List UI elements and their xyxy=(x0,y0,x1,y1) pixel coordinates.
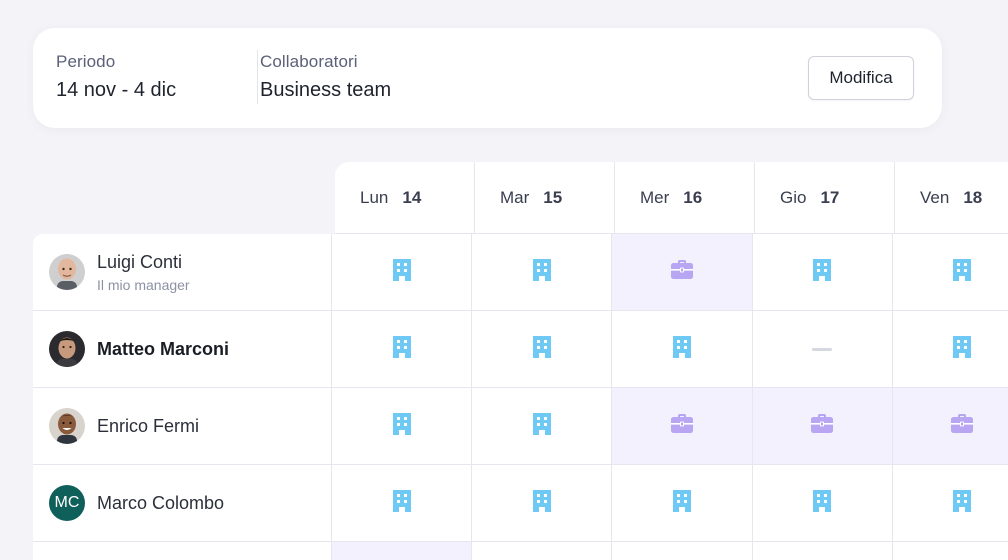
day-cell[interactable] xyxy=(612,542,753,560)
day-header-gio: Gio 17 xyxy=(755,162,895,234)
avatar-initials: MC xyxy=(54,494,80,511)
edit-button[interactable]: Modifica xyxy=(808,56,914,100)
day-cell-mer[interactable] xyxy=(612,388,753,464)
day-cell[interactable] xyxy=(752,542,893,560)
building-icon xyxy=(811,258,833,287)
avatar xyxy=(49,408,85,444)
team-value: Business team xyxy=(260,79,392,101)
day-header-lun: Lun 14 xyxy=(335,162,475,234)
building-icon xyxy=(811,489,833,518)
table-row: Matteo Marconi xyxy=(33,311,1008,388)
avatar xyxy=(49,331,85,367)
briefcase-icon xyxy=(670,259,694,286)
building-icon xyxy=(531,489,553,518)
building-icon xyxy=(391,489,413,518)
day-cell-mer[interactable] xyxy=(612,465,753,541)
table-row: Enrico Fermi xyxy=(33,388,1008,465)
day-name: Mer xyxy=(640,188,670,207)
building-icon xyxy=(951,258,973,287)
day-cell-mar[interactable] xyxy=(472,388,613,464)
filter-card: Periodo 14 nov - 4 dic Collaboratori Bus… xyxy=(33,28,942,128)
person-subtitle: Il mio manager xyxy=(97,276,190,293)
person-cell[interactable]: Luigi Conti Il mio manager xyxy=(33,234,333,310)
day-name: Ven xyxy=(920,188,950,207)
day-cell[interactable] xyxy=(332,542,473,560)
day-number: 17 xyxy=(820,188,840,207)
person-name: Marco Colombo xyxy=(97,492,225,513)
day-cell-mar[interactable] xyxy=(472,234,613,310)
person-cell[interactable]: Enrico Fermi xyxy=(33,388,333,464)
day-number: 18 xyxy=(963,188,983,207)
avatar xyxy=(49,254,85,290)
briefcase-icon xyxy=(950,413,974,440)
day-cell[interactable] xyxy=(472,542,613,560)
building-icon xyxy=(531,335,553,364)
day-cell-mer[interactable] xyxy=(612,311,753,387)
day-header-row: Lun 14 Mar 15 Mer 16 Gio 17 Ven 18 xyxy=(335,162,1008,234)
table-row: MC Marco Colombo xyxy=(33,465,1008,542)
building-icon xyxy=(391,258,413,287)
day-header-mer: Mer 16 xyxy=(615,162,755,234)
dash-icon xyxy=(812,347,833,351)
day-cell-gio[interactable] xyxy=(752,311,893,387)
attendance-grid: Luigi Conti Il mio manager Matteo Marconi E… xyxy=(33,234,1008,560)
day-cell-lun[interactable] xyxy=(332,311,473,387)
person-name: Enrico Fermi xyxy=(97,415,200,436)
day-cell-mar[interactable] xyxy=(472,311,613,387)
day-header-ven: Ven 18 xyxy=(895,162,1008,234)
building-icon xyxy=(671,489,693,518)
team-filter[interactable]: Collaboratori Business team xyxy=(260,52,391,102)
day-cell-gio[interactable] xyxy=(752,465,893,541)
day-cell-ven[interactable] xyxy=(892,465,1008,541)
day-cell-ven[interactable] xyxy=(892,388,1008,464)
day-number: 15 xyxy=(543,188,563,207)
building-icon xyxy=(531,258,553,287)
day-cell-gio[interactable] xyxy=(752,388,893,464)
period-filter[interactable]: Periodo 14 nov - 4 dic xyxy=(56,52,176,102)
table-row: Luigi Conti Il mio manager xyxy=(33,234,1008,311)
day-name: Gio xyxy=(780,188,807,207)
filter-divider xyxy=(257,50,258,104)
building-icon xyxy=(951,489,973,518)
person-name: Luigi Conti xyxy=(97,251,183,272)
person-cell[interactable] xyxy=(33,542,333,560)
building-icon xyxy=(391,335,413,364)
team-label: Collaboratori xyxy=(260,52,358,71)
period-label: Periodo xyxy=(56,52,116,71)
day-number: 14 xyxy=(402,188,422,207)
day-cell-gio[interactable] xyxy=(752,234,893,310)
day-name: Lun xyxy=(360,188,389,207)
person-name: Matteo Marconi xyxy=(97,338,230,359)
briefcase-icon xyxy=(670,413,694,440)
building-icon xyxy=(531,412,553,441)
table-row xyxy=(33,542,1008,560)
day-cell-mer[interactable] xyxy=(612,234,753,310)
period-value: 14 nov - 4 dic xyxy=(56,79,177,101)
day-header-mar: Mar 15 xyxy=(475,162,615,234)
day-cell-lun[interactable] xyxy=(332,388,473,464)
day-cell-ven[interactable] xyxy=(892,311,1008,387)
day-cell-lun[interactable] xyxy=(332,234,473,310)
avatar: MC xyxy=(49,485,85,521)
building-icon xyxy=(951,335,973,364)
day-cell[interactable] xyxy=(892,542,1008,560)
day-cell-ven[interactable] xyxy=(892,234,1008,310)
day-cell-mar[interactable] xyxy=(472,465,613,541)
day-name: Mar xyxy=(500,188,530,207)
building-icon xyxy=(671,335,693,364)
person-cell[interactable]: MC Marco Colombo xyxy=(33,465,333,541)
day-number: 16 xyxy=(683,188,703,207)
day-cell-lun[interactable] xyxy=(332,465,473,541)
briefcase-icon xyxy=(810,413,834,440)
person-cell[interactable]: Matteo Marconi xyxy=(33,311,333,387)
building-icon xyxy=(391,412,413,441)
